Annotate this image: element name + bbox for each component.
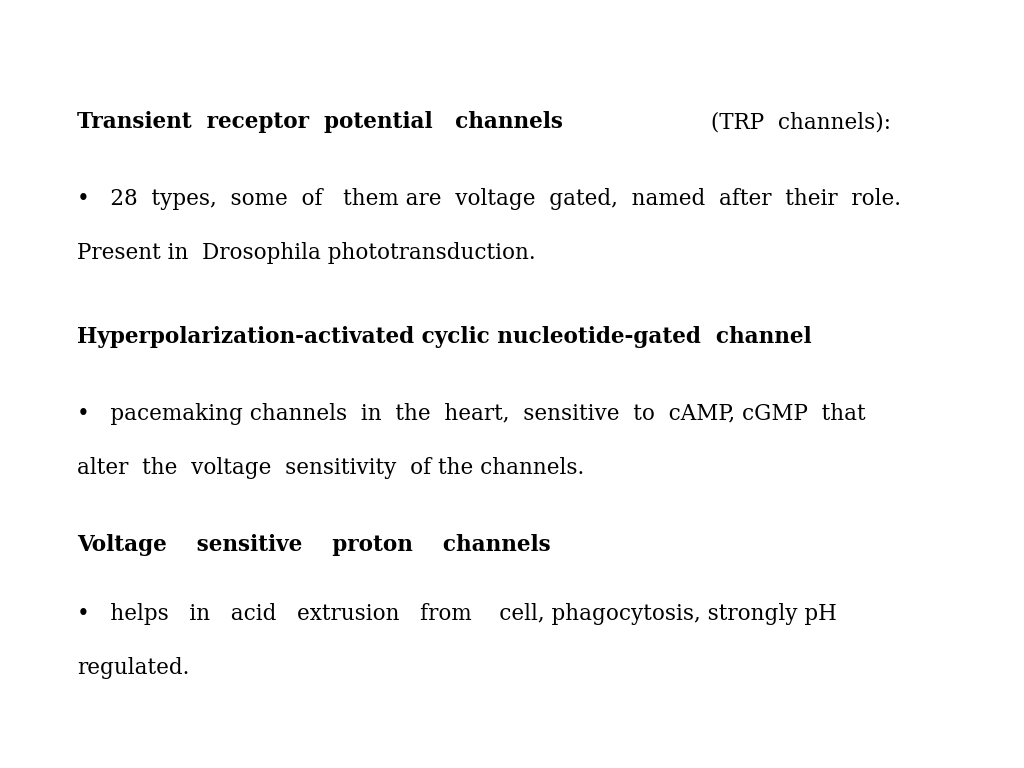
Text: •   pacemaking channels  in  the  heart,  sensitive  to  cAMP, cGMP  that: • pacemaking channels in the heart, sens… (77, 403, 865, 425)
Text: (TRP  channels):: (TRP channels): (703, 111, 891, 134)
Text: regulated.: regulated. (77, 657, 189, 679)
Text: Present in  Drosophila phototransduction.: Present in Drosophila phototransduction. (77, 242, 536, 264)
Text: Hyperpolarization-activated cyclic nucleotide-gated  channel: Hyperpolarization-activated cyclic nucle… (77, 326, 811, 349)
Text: Transient  receptor  potential   channels: Transient receptor potential channels (77, 111, 562, 134)
Text: Voltage    sensitive    proton    channels: Voltage sensitive proton channels (77, 534, 551, 556)
Text: •   helps   in   acid   extrusion   from    cell, phagocytosis, strongly pH: • helps in acid extrusion from cell, pha… (77, 603, 837, 625)
Text: alter  the  voltage  sensitivity  of the channels.: alter the voltage sensitivity of the cha… (77, 457, 584, 479)
Text: •   28  types,  some  of   them are  voltage  gated,  named  after  their  role.: • 28 types, some of them are voltage gat… (77, 188, 901, 210)
